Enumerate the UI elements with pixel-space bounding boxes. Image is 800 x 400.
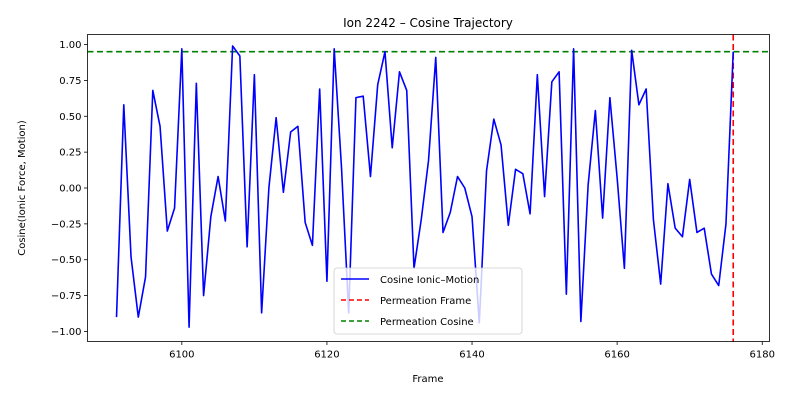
legend-label-permeation-cosine: Permeation Cosine: [380, 317, 474, 328]
legend-label-permeation-frame: Permeation Frame: [380, 296, 471, 307]
y-tick-label: −0.25: [51, 219, 82, 230]
series-line-cosine: [115, 45, 735, 328]
x-axis-ticks: 6100 6120 6140 6160 6180: [169, 341, 775, 361]
legend-label-series: Cosine Ionic–Motion: [380, 275, 479, 286]
chart-title: Ion 2242 – Cosine Trajectory: [343, 16, 513, 30]
x-tick-label: 6140: [459, 350, 484, 361]
x-tick-label: 6180: [750, 350, 775, 361]
y-axis-ticks: −1.00 −0.75 −0.50 −0.25 0.00 0.25 0.50 0.75 1.00: [51, 40, 88, 338]
x-tick-label: 6160: [604, 350, 629, 361]
x-axis-label: Frame: [412, 374, 443, 385]
y-tick-label: 0.75: [59, 76, 81, 87]
x-tick-label: 6100: [169, 350, 194, 361]
legend-box: [333, 267, 523, 335]
y-axis-label: Cosine(Ionic Force, Motion): [17, 120, 28, 256]
y-tick-label: −0.75: [51, 291, 82, 302]
y-tick-label: −0.50: [51, 255, 82, 266]
y-tick-label: 0.50: [59, 112, 81, 123]
plot-area: [87, 34, 770, 342]
y-tick-label: 1.00: [59, 40, 81, 51]
y-tick-label: 0.25: [59, 148, 81, 159]
y-tick-label: 0.00: [59, 184, 81, 195]
legend: Cosine Ionic–Motion Permeation Frame Per…: [333, 267, 523, 335]
x-tick-label: 6120: [314, 350, 339, 361]
y-tick-label: −1.00: [51, 327, 82, 338]
